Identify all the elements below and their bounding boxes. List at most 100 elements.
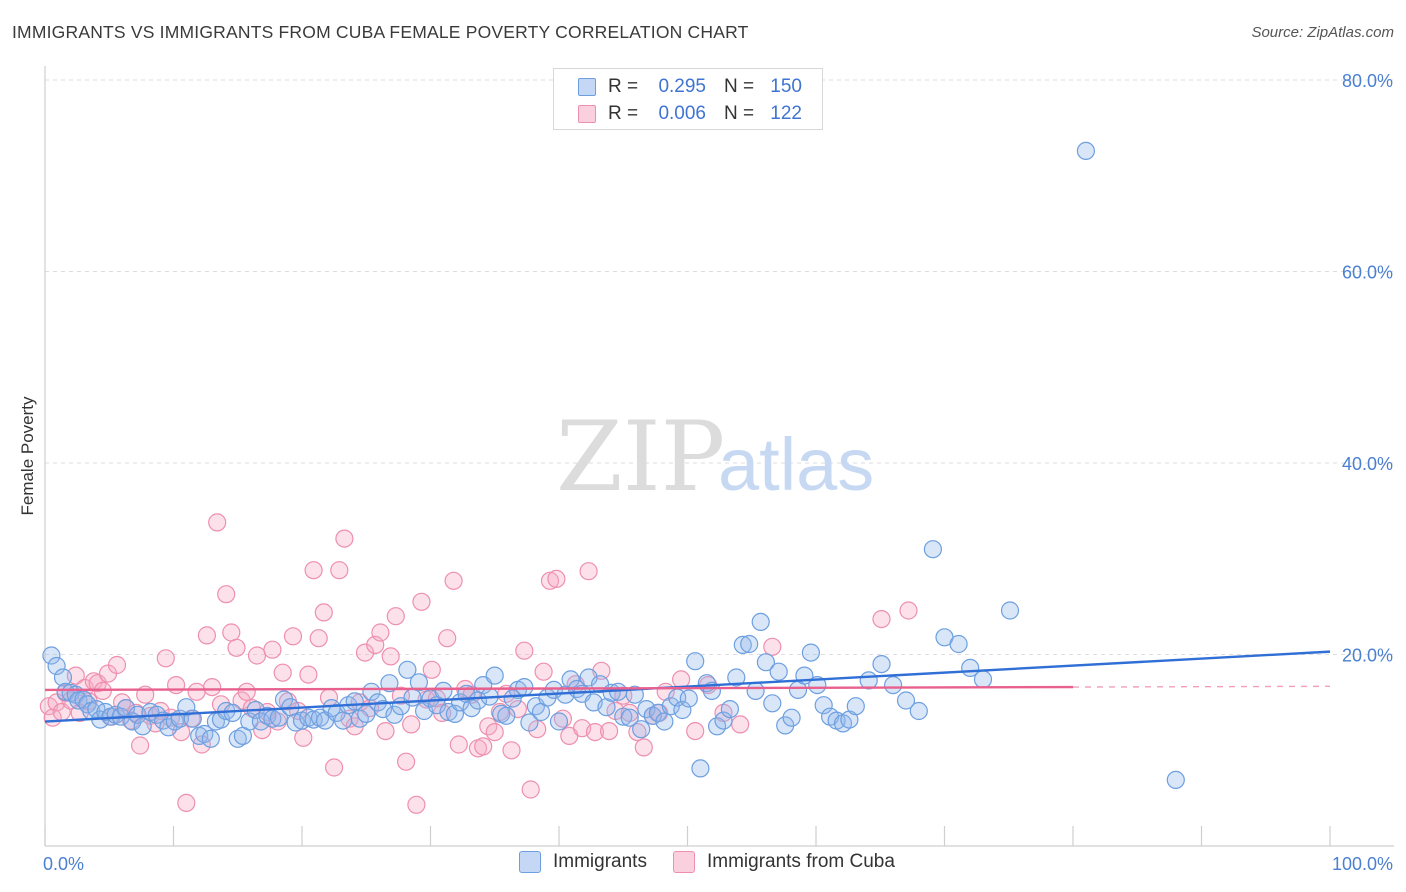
data-point	[859, 671, 878, 690]
data-point	[763, 637, 782, 656]
data-point	[398, 660, 417, 679]
data-point	[445, 704, 464, 724]
legend-r-value: 0.295	[658, 76, 706, 97]
data-point	[449, 735, 468, 754]
data-point	[782, 708, 801, 727]
legend-label-immigrants: Immigrants	[553, 851, 647, 872]
data-point	[733, 635, 752, 655]
legend-r-label: R =	[608, 76, 639, 97]
data-point	[263, 640, 282, 659]
watermark: ZIP atlas	[556, 401, 874, 513]
watermark-atlas: atlas	[718, 423, 874, 506]
data-point	[381, 647, 400, 666]
data-point	[740, 634, 759, 654]
data-point	[422, 660, 441, 679]
grid-lines	[45, 79, 1394, 655]
data-point	[769, 662, 788, 681]
data-point	[637, 699, 656, 719]
data-point	[896, 691, 916, 710]
data-point	[872, 654, 891, 674]
data-point	[540, 571, 560, 590]
data-point	[397, 752, 416, 771]
data-point	[620, 708, 639, 727]
data-point	[237, 682, 256, 701]
data-point	[1076, 141, 1096, 160]
data-point	[909, 701, 928, 721]
data-point	[508, 699, 528, 719]
axes	[44, 66, 1394, 847]
legend-r-value: 0.006	[658, 103, 706, 124]
data-point	[409, 673, 428, 692]
data-point	[53, 668, 73, 687]
data-point	[462, 698, 481, 718]
data-point	[614, 707, 633, 726]
data-point	[521, 780, 540, 799]
data-point	[133, 717, 152, 736]
data-point	[335, 529, 354, 548]
data-point	[438, 629, 457, 648]
data-point	[228, 729, 247, 748]
data-point	[258, 706, 277, 725]
data-point	[751, 612, 770, 632]
data-point	[756, 653, 776, 672]
data-point	[304, 561, 323, 580]
data-point	[334, 711, 353, 730]
data-point	[402, 715, 421, 734]
data-point	[217, 585, 236, 604]
legend-label-cuba: Immigrants from Cuba	[706, 851, 895, 872]
data-point	[203, 677, 222, 697]
data-point	[165, 712, 184, 731]
data-point	[309, 629, 328, 648]
y-tick-label: 60.0%	[1342, 263, 1393, 283]
data-point	[846, 697, 865, 716]
data-point	[485, 722, 504, 742]
legend-n-label: N =	[724, 103, 755, 124]
series-immigrants-from-cuba	[39, 513, 918, 814]
data-point	[386, 607, 405, 626]
data-point	[131, 736, 150, 755]
trend-line-cuba	[44, 685, 1074, 692]
legend-n-value: 122	[770, 103, 802, 124]
legend-n-label: N =	[724, 76, 755, 97]
data-point	[107, 655, 127, 675]
data-point	[643, 706, 662, 725]
data-point	[167, 675, 186, 695]
data-point	[714, 711, 733, 730]
data-point	[515, 677, 534, 697]
data-point	[208, 513, 227, 532]
data-point	[1000, 601, 1020, 620]
legend-n-value: 150	[770, 76, 802, 97]
data-point	[691, 759, 710, 778]
data-point	[883, 675, 903, 695]
data-point	[597, 698, 616, 717]
data-point	[579, 668, 598, 687]
series-legend: Immigrants Immigrants from Cuba	[519, 851, 921, 873]
data-point	[223, 703, 242, 723]
legend-item-cuba: Immigrants from Cuba	[672, 851, 895, 873]
data-point	[632, 720, 651, 739]
legend-swatch-pink	[672, 851, 695, 873]
data-point	[801, 643, 821, 662]
data-point	[1166, 770, 1185, 790]
legend-item-immigrants: Immigrants	[519, 851, 647, 873]
data-point	[325, 758, 344, 777]
legend-swatch-blue	[519, 851, 541, 873]
data-point	[391, 686, 410, 705]
data-point	[299, 665, 318, 684]
data-point	[671, 670, 691, 689]
data-point	[549, 712, 569, 731]
correlation-legend: R = 0.295 N = 150 R = 0.006 N = 122	[553, 68, 823, 130]
chart-title: IMMIGRANTS VS IMMIGRANTS FROM CUBA FEMAL…	[12, 22, 749, 42]
data-point	[407, 795, 426, 814]
y-tick-label: 40.0%	[1342, 454, 1393, 474]
trend-line-cuba-extension	[1072, 685, 1331, 688]
data-point	[187, 682, 206, 701]
legend-swatch-pink	[578, 105, 596, 123]
data-point	[156, 649, 175, 668]
source-label: Source: ZipAtlas.com	[1251, 24, 1394, 41]
legend-swatch-blue	[578, 78, 596, 96]
data-point	[497, 706, 516, 725]
data-point	[373, 699, 393, 719]
data-point	[380, 674, 399, 693]
data-point	[720, 699, 740, 719]
